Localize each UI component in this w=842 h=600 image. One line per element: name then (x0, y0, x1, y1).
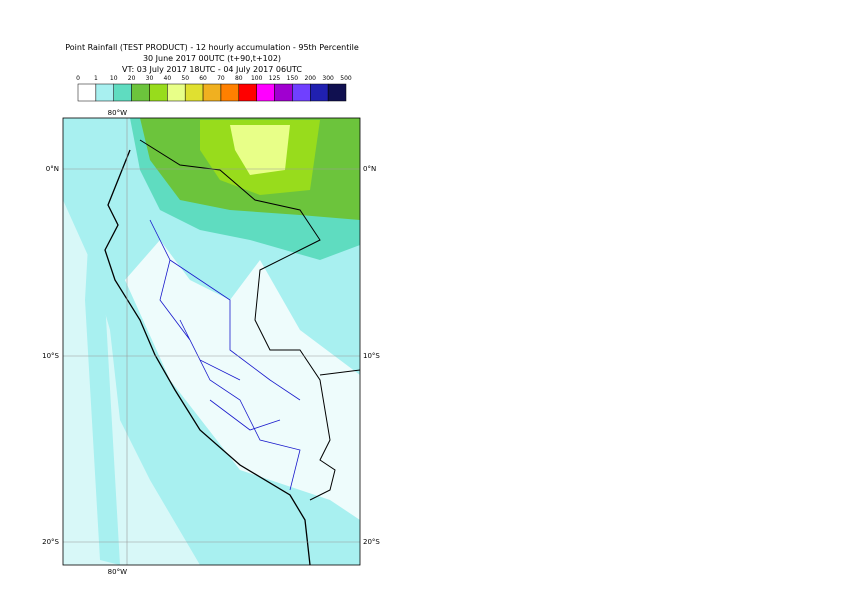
dry-land (125, 240, 360, 520)
borders (139, 139, 360, 501)
map-frame (62, 117, 361, 566)
legend-swatch (113, 83, 132, 102)
legend-label: 0 (76, 75, 80, 82)
legend-label: 200 (305, 75, 317, 82)
lat-label: 10°S (42, 352, 59, 360)
legend-label: 10 (110, 75, 118, 82)
legend-label: 50 (181, 75, 189, 82)
legend-swatch (184, 83, 204, 102)
lat-label: 0°N (363, 165, 376, 173)
subtitle: 30 June 2017 00UTC (t+90,t+102) (143, 54, 281, 63)
legend-swatch (256, 83, 275, 102)
legend-swatch (202, 83, 222, 102)
lat-label: 10°S (363, 352, 380, 360)
legend-label: 30 (146, 75, 154, 82)
legend-swatch (292, 83, 311, 102)
lon-label: 80°W (108, 109, 127, 117)
legend-label: 40 (164, 75, 172, 82)
lat-label: 20°S (42, 538, 59, 546)
title: Point Rainfall (TEST PRODUCT) - 12 hourl… (65, 43, 359, 52)
legend-label: 300 (322, 75, 334, 82)
rain-40 (230, 125, 290, 175)
legend-label: 125 (269, 75, 281, 82)
legend-swatch (310, 83, 329, 102)
lon-label: 80°W (108, 568, 127, 576)
legend-label: 1 (94, 75, 98, 82)
coastline (104, 149, 311, 565)
legend-label: 150 (287, 75, 299, 82)
legend-label: 20 (128, 75, 136, 82)
legend-swatch (149, 83, 168, 102)
lat-labels: 0°N 10°S 20°S 0°N 10°S 20°S (42, 165, 380, 546)
legend-swatch (131, 83, 150, 102)
legend-swatch (274, 83, 293, 102)
lat-label: 0°N (46, 165, 59, 173)
rain-band (85, 120, 120, 565)
legend-label: 80 (235, 75, 243, 82)
legend-swatch (327, 83, 347, 102)
legend-label: 100 (251, 75, 263, 82)
legend-swatch (238, 83, 257, 102)
legend-swatch (167, 83, 186, 102)
regions (149, 219, 301, 491)
map (63, 118, 360, 565)
lat-label: 20°S (363, 538, 380, 546)
legend-swatch (95, 83, 114, 102)
legend-label: 70 (217, 75, 225, 82)
legend-label: 60 (199, 75, 207, 82)
legend: 0 1 10 20 30 40 50 60 70 80 100 125 150 200 300 500 (76, 75, 352, 102)
legend-swatch (220, 83, 240, 102)
legend-swatch (77, 83, 97, 102)
legend-label: 500 (340, 75, 352, 82)
valid-time: VT: 03 July 2017 18UTC - 04 July 2017 06… (122, 65, 302, 74)
